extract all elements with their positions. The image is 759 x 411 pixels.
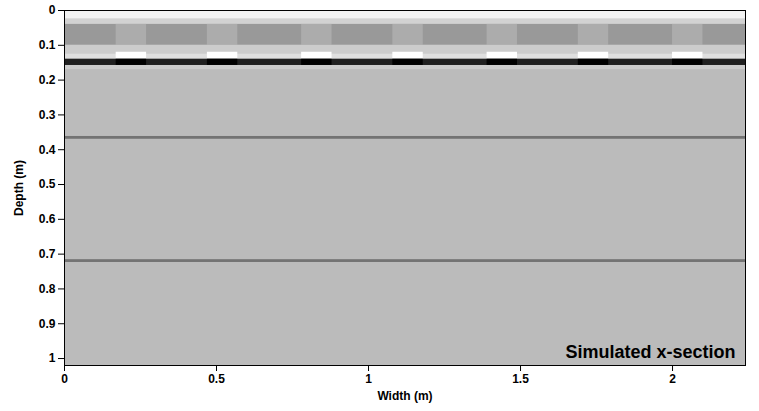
svg-text:1.5: 1.5: [512, 372, 529, 386]
svg-text:Width (m): Width (m): [377, 389, 432, 403]
svg-text:0.3: 0.3: [39, 108, 56, 122]
svg-text:Simulated x-section: Simulated x-section: [565, 342, 735, 362]
svg-text:Depth (m): Depth (m): [12, 160, 26, 216]
svg-text:1: 1: [49, 351, 56, 365]
svg-text:1: 1: [365, 372, 372, 386]
svg-text:0.5: 0.5: [39, 177, 56, 191]
svg-text:0.8: 0.8: [39, 282, 56, 296]
svg-text:0.2: 0.2: [39, 73, 56, 87]
svg-text:0.5: 0.5: [208, 372, 225, 386]
svg-text:0.7: 0.7: [39, 247, 56, 261]
svg-text:0.9: 0.9: [39, 317, 56, 331]
svg-text:2: 2: [669, 372, 676, 386]
svg-text:0.1: 0.1: [39, 38, 56, 52]
svg-text:0: 0: [49, 3, 56, 17]
svg-text:0.6: 0.6: [39, 212, 56, 226]
svg-text:0.4: 0.4: [39, 143, 56, 157]
svg-text:0: 0: [61, 372, 68, 386]
